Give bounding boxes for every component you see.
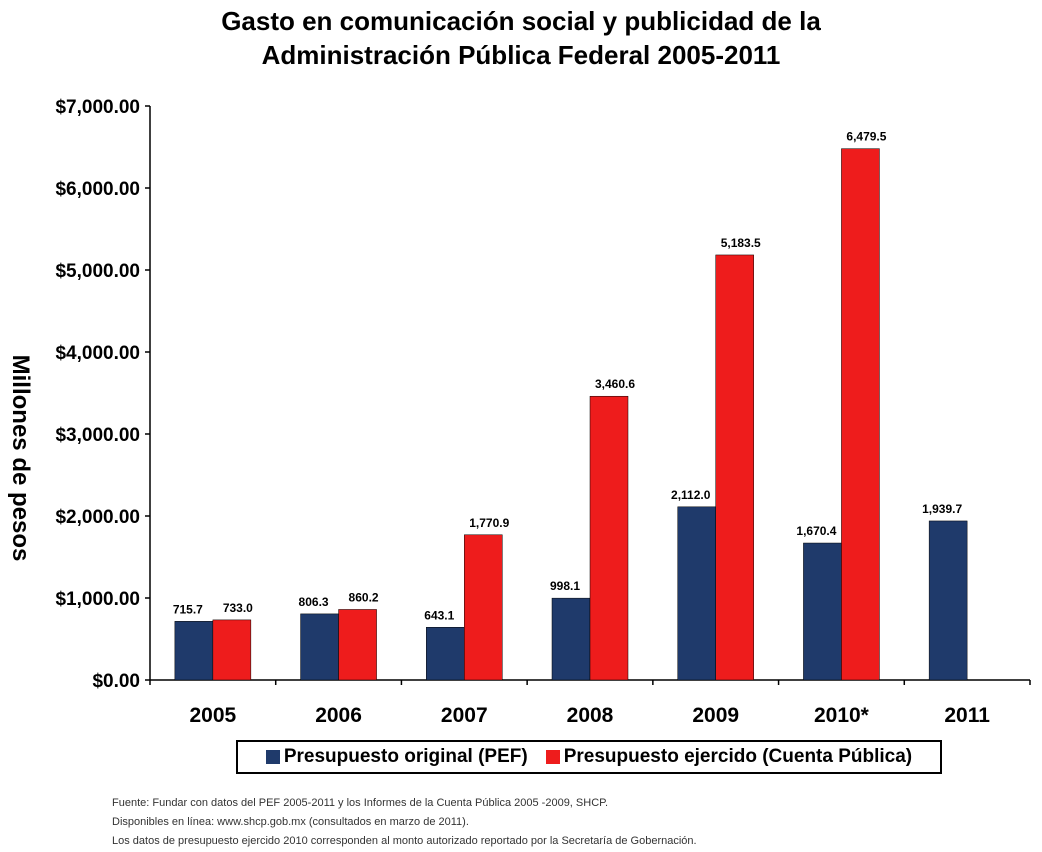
bar-ejercido-2008 (589, 395, 629, 681)
legend-label-original: Presupuesto original (PEF) (283, 746, 528, 767)
legend: Presupuesto original (PEF) Presupuesto e… (236, 740, 942, 774)
chart-title-line-2: Administración Pública Federal 2005-2011 (261, 40, 781, 70)
data-label: 6,479.5 (846, 130, 886, 144)
legend-item-ejercido: Presupuesto ejercido (Cuenta Pública) (545, 746, 913, 768)
y-tick-label: $5,000.00 (55, 261, 140, 282)
y-tick-label: $2,000.00 (55, 507, 140, 528)
bar-original-2008 (551, 597, 591, 681)
chart-title: Gasto en comunicación social y publicida… (0, 4, 1042, 72)
bar-original-2009 (677, 506, 716, 681)
y-tick-label: $6,000.00 (55, 179, 140, 200)
y-tick-label: $4,000.00 (55, 343, 140, 364)
x-tick-label: 2007 (441, 704, 488, 727)
data-label: 806.3 (299, 595, 329, 609)
bar-original-2006 (300, 613, 339, 681)
source-note-2: Disponibles en línea: www.shcp.gob.mx (c… (112, 816, 469, 828)
legend-label-ejercido: Presupuesto ejercido (Cuenta Pública) (563, 746, 913, 767)
bar-original-2005 (174, 621, 214, 681)
data-label: 1,939.7 (922, 502, 962, 516)
bar-ejercido-2009 (715, 254, 754, 681)
legend-swatch-original (265, 750, 280, 764)
x-tick-label: 2010* (814, 704, 870, 727)
data-label: 2,112.0 (671, 488, 711, 502)
y-tick-label: $7,000.00 (55, 97, 140, 118)
data-label: 1,770.9 (469, 516, 509, 530)
x-tick-label: 2008 (567, 704, 614, 727)
legend-swatch-ejercido (545, 750, 560, 764)
bar-original-2007 (426, 627, 465, 681)
y-tick-label: $3,000.00 (55, 425, 140, 446)
chart-title-line-1: Gasto en comunicación social y publicida… (221, 6, 821, 36)
data-label: 643.1 (424, 608, 454, 622)
data-label: 998.1 (550, 579, 580, 593)
data-label: 715.7 (173, 602, 203, 616)
x-tick-label: 2009 (692, 704, 739, 727)
data-label: 733.0 (223, 601, 253, 615)
bar-ejercido-2010 (841, 148, 880, 681)
bar-ejercido-2005 (212, 619, 252, 681)
data-label: 860.2 (349, 590, 379, 604)
y-tick-label: $1,000.00 (55, 589, 140, 610)
y-tick-label: $0.00 (92, 671, 140, 692)
bar-original-2010 (803, 542, 842, 681)
source-note-3: Los datos de presupuesto ejercido 2010 c… (112, 835, 697, 847)
data-label: 3,460.6 (595, 377, 635, 391)
bar-original-2011 (928, 520, 968, 681)
bar-ejercido-2007 (464, 534, 503, 681)
x-tick-label: 2011 (944, 704, 990, 727)
source-notes: Fuente: Fundar con datos del PEF 2005-20… (112, 794, 1012, 851)
data-label: 1,670.4 (796, 524, 836, 538)
legend-item-original: Presupuesto original (PEF) (265, 746, 528, 768)
source-note-1: Fuente: Fundar con datos del PEF 2005-20… (112, 797, 609, 809)
x-tick-label: 2006 (315, 704, 362, 727)
bar-ejercido-2006 (338, 609, 377, 681)
data-label: 5,183.5 (721, 236, 761, 250)
y-axis-label: Millones de pesos (7, 354, 34, 562)
x-tick-label: 2005 (189, 704, 236, 727)
